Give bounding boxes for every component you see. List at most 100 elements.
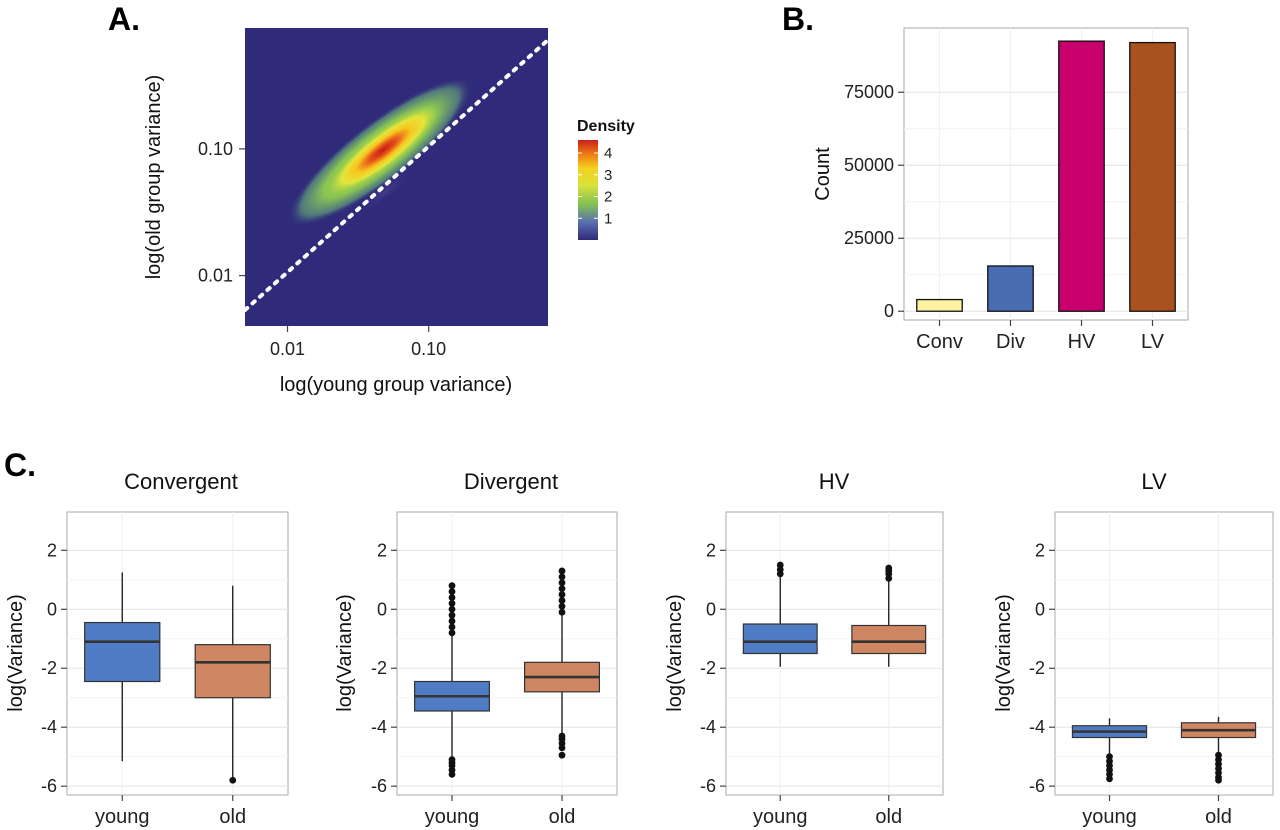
facet-y-tick-label: -2 [371,658,387,678]
facet-x-tick-label: young [753,806,808,828]
panel-b-y-axis-title: Count [812,147,834,201]
boxplot-old [851,564,927,667]
facet-divergent: Divergent 2 0 -2 -4 -6 log(Variance) young old [334,469,618,828]
facet-y-tick-label: -6 [41,776,57,796]
density-colorbar [578,140,598,240]
outlier-point [885,564,893,572]
density-blob [287,77,473,227]
facet-x-tick-label: young [425,806,480,828]
boxplot-old [523,567,600,759]
outlier-point [558,567,566,575]
panel-a-x-tick-label: 0.10 [411,339,446,359]
facet-convergent: Convergent 2 0 -2 -4 -6 log(Variance) young old [5,469,289,828]
outlier-point [558,744,566,752]
facet-y-axis-title: log(Variance) [664,594,686,711]
facet-y-tick-label: -4 [1029,717,1045,737]
density-legend-title: Density [577,118,635,135]
bar-chart-y-tick-label: 25000 [844,228,894,248]
panel-c-label: C. [4,447,36,483]
facet-y-tick-label: -6 [700,776,716,796]
facet-x-tick-label: young [95,806,150,828]
bar-chart: 0 25000 50000 75000 Conv Div HV LV [844,27,1189,353]
panel-a-label: A. [108,1,140,37]
outlier-point [558,597,566,604]
facet-y-tick-label: -4 [41,717,57,737]
outlier-point [448,605,456,613]
bar-chart-y-tick-label: 75000 [844,82,894,102]
outlier-point [1215,776,1222,784]
bar-chart-x-tick-label: Div [996,331,1025,353]
facet-x-tick-label: old [549,806,576,828]
density-legend: Density 4 3 2 1 [577,118,635,240]
facet-y-axis-title: log(Variance) [993,594,1015,711]
facet-y-axis-title: log(Variance) [334,594,356,711]
bar-conv [916,298,963,312]
outlier-point [558,573,566,581]
panel-a-y-tick-label: 0.01 [198,266,233,286]
facet-y-tick-label: -2 [700,658,716,678]
facet-y-tick-label: 0 [47,599,57,619]
facet-x-tick-label: old [1205,806,1232,828]
boxplot-young [1071,718,1148,783]
outlier-point [1106,775,1113,783]
facet-title: HV [819,469,850,494]
density-legend-tick-label: 3 [604,167,612,184]
facet-title: Convergent [124,469,238,494]
facet-hv: HV 2 0 -2 -4 -6 log(Variance) young old [664,469,944,828]
outlier-point [448,617,456,625]
facet-y-tick-label: -2 [41,658,57,678]
box-iqr [194,644,271,699]
bar-chart-y-tick-label: 50000 [844,155,894,175]
facet-y-tick-label: -6 [1029,776,1045,796]
box-iqr [742,623,818,655]
density-legend-tick-label: 4 [604,145,612,162]
box-iqr [84,621,161,683]
facet-title: Divergent [464,469,558,494]
outlier-point [558,608,566,616]
outlier-point [448,594,456,601]
facet-y-tick-label: 0 [377,599,387,619]
bar-lv [1129,41,1176,312]
outlier-point [558,579,566,587]
boxplot-old [194,585,271,784]
panel-a-y-axis-title: log(old group variance) [143,75,165,280]
bar-hv [1058,40,1105,312]
facet-y-tick-label: -4 [371,717,387,737]
facet-x-tick-label: young [1082,806,1137,828]
facet-plot-area [1054,511,1274,796]
boxplot-old [1180,716,1257,784]
outlier-point [448,623,456,631]
bar-chart-y-tick-label: 0 [884,301,894,321]
facet-title: LV [1141,469,1167,494]
facet-y-tick-label: 2 [377,540,387,560]
boxplot-young [414,582,491,778]
facet-y-tick-label: -2 [1029,658,1045,678]
facet-x-tick-label: old [875,806,902,828]
density-plot: 0.01 0.10 0.01 0.10 [198,28,550,359]
bar-chart-x-tick-label: LV [1141,331,1165,353]
panel-a-x-tick-label: 0.01 [270,339,305,359]
facet-y-tick-label: 2 [47,540,57,560]
density-legend-tick-label: 1 [604,210,612,227]
panel-a-y-tick-label: 0.10 [198,139,233,159]
facet-y-tick-label: 0 [1035,599,1045,619]
facet-y-tick-label: -4 [700,717,716,737]
density-faint-ridge [353,166,417,218]
boxplot-young [84,572,161,762]
bar-chart-x-tick-label: HV [1068,331,1096,353]
outlier-point [229,776,237,784]
boxplot-facets: Convergent 2 0 -2 -4 -6 log(Variance) young old D… [5,469,1274,828]
outlier-point [448,582,456,590]
outlier-point [558,751,566,759]
outlier-point [448,611,456,619]
outlier-point [448,629,456,637]
facet-x-tick-label: old [219,806,246,828]
density-legend-tick-label: 2 [604,189,612,206]
bar-chart-x-tick-label: Conv [916,331,963,353]
panel-a-x-axis-title: log(young group variance) [280,374,512,396]
outlier-point [558,585,566,593]
facet-y-tick-label: 2 [706,540,716,560]
outlier-point [448,770,456,778]
outlier-point [558,591,566,598]
